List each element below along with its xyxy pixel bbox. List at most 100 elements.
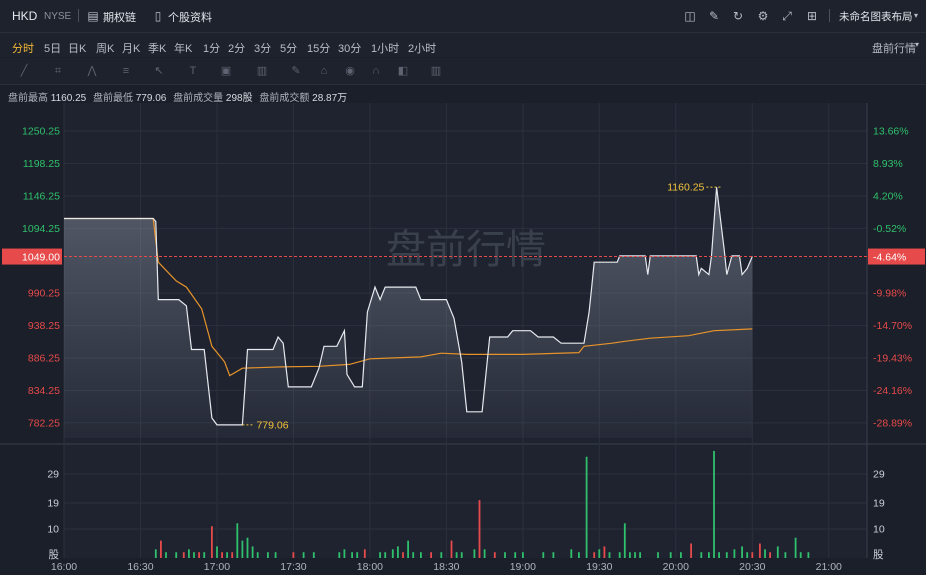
volume-bar [203, 552, 206, 558]
volume-bar [302, 552, 305, 558]
volume-bar [379, 552, 381, 558]
volume-bar [593, 552, 596, 558]
trend-line-icon[interactable]: ╱ [20, 65, 28, 77]
price-tick: 1198.25 [23, 158, 60, 170]
pattern-icon[interactable]: ⋀ [87, 65, 97, 77]
percent-tick: -19.43% [873, 353, 912, 365]
volume-bar [256, 552, 259, 558]
volume-bar [193, 552, 195, 558]
percent-tick: 4.20% [873, 190, 903, 202]
volume-bar [764, 549, 766, 558]
volume-bar [216, 546, 218, 558]
eye-icon[interactable]: ◉ [345, 65, 355, 77]
period-tab[interactable]: 30分 [338, 43, 362, 55]
edit-icon[interactable]: ✎ [708, 9, 720, 23]
volume-bar [680, 552, 682, 558]
volume-bar [751, 552, 754, 558]
volume-bar [776, 546, 779, 558]
period-tab[interactable]: 3分 [254, 43, 272, 55]
volume-bar [639, 552, 641, 558]
volume-bar [690, 543, 692, 558]
volume-bar [718, 552, 720, 558]
percent-tick: -14.70% [873, 320, 912, 332]
divider [829, 9, 830, 22]
period-tab[interactable]: 2小时 [408, 43, 437, 55]
cursor-icon[interactable]: ↖ [154, 65, 164, 77]
period-tab[interactable]: 周K [96, 43, 115, 55]
period-tab[interactable]: 年K [174, 43, 193, 55]
fib-icon[interactable]: ≡ [122, 65, 130, 77]
time-tick: 20:30 [739, 561, 765, 573]
fullscreen-icon[interactable]: ⤢ [782, 9, 792, 23]
volume-bar [608, 552, 611, 558]
trash-icon[interactable]: ▥ [430, 65, 442, 77]
current-pct-value: -4.64% [873, 252, 906, 264]
period-tab[interactable]: 1小时 [371, 43, 400, 55]
volume-bar [407, 540, 409, 558]
current-pct-tag [868, 248, 925, 265]
volume-bar [175, 552, 178, 558]
volume-bar [784, 552, 787, 558]
volume-bar [231, 552, 234, 558]
layers-icon[interactable]: ◧ [397, 65, 409, 77]
period-tab[interactable]: 季K [148, 43, 167, 55]
volume-bar [292, 552, 295, 558]
period-tab[interactable]: 2分 [228, 43, 246, 55]
volume-bar [483, 549, 486, 558]
volume-bar [356, 552, 359, 558]
price-chart[interactable]: 盘前行情 1160.25 779.06 1250.25 1198.25 1146.25… [0, 103, 926, 575]
refresh-icon[interactable]: ↻ [732, 9, 744, 23]
time-axis: 16:00 16:30 17:00 17:30 18:00 18:30 19:00 19:30… [51, 561, 842, 573]
crosshair-icon[interactable]: ⌗ [54, 65, 62, 77]
volume-bar [267, 552, 269, 558]
price-tick: 1250.25 [22, 126, 60, 138]
session-selector[interactable]: 盘前行情 [872, 43, 916, 55]
text-icon[interactable]: T [189, 65, 197, 77]
volume-bar [578, 552, 580, 558]
pencil-icon[interactable]: ✎ [291, 65, 301, 77]
grid-layout-icon[interactable]: ⊞ [806, 9, 818, 23]
layout-name-dropdown[interactable]: 未命名图表布局 [839, 11, 913, 23]
percent-tick: -9.98% [873, 288, 906, 300]
volume-bar [412, 552, 415, 558]
volume-bar [165, 552, 167, 558]
document-icon[interactable]: ▯ [154, 9, 162, 23]
period-tab[interactable]: 5日 [44, 43, 62, 55]
chart-settings-icon[interactable]: ◫ [684, 9, 696, 23]
volume-bar [450, 540, 453, 558]
symbol-code[interactable]: HKD [12, 9, 38, 23]
volume-bar [585, 456, 588, 558]
volume-bar [634, 552, 636, 558]
volume-bar [493, 552, 496, 558]
volume-bar [478, 500, 481, 558]
volume-bar [182, 552, 185, 558]
image-icon[interactable]: ▣ [220, 65, 232, 77]
period-tab[interactable]: 5分 [280, 43, 298, 55]
period-tab[interactable]: 15分 [307, 43, 331, 55]
volume-bar [629, 552, 631, 558]
stock-profile-link[interactable]: 个股资料 [168, 12, 212, 24]
percent-tick: -24.16% [873, 385, 912, 397]
period-tab[interactable]: 1分 [203, 43, 221, 55]
options-chain-link[interactable]: 期权链 [103, 12, 136, 24]
magnet-icon[interactable]: ∩ [372, 65, 380, 77]
price-line [64, 187, 753, 426]
chevron-down-icon[interactable]: ▾ [915, 40, 920, 49]
period-tab[interactable]: 分时 [12, 43, 34, 55]
session-stats: 盘前最高 1160.25 盘前最低 779.06 盘前成交量 298股 盘前成交… [8, 89, 351, 104]
volume-bar [598, 549, 601, 558]
period-tab[interactable]: 日K [68, 43, 87, 55]
price-tick: 886.25 [28, 353, 60, 365]
lock-icon[interactable]: ⌂ [320, 65, 328, 77]
annotations: 1160.25 779.06 [242, 182, 721, 431]
time-tick: 16:30 [127, 561, 153, 573]
options-chain-icon[interactable]: ▤ [87, 9, 99, 23]
volume-bars [154, 450, 810, 558]
current-price-marker: 1049.00 -4.64% [2, 248, 925, 265]
period-tab[interactable]: 月K [122, 43, 141, 55]
volume-bar [799, 552, 802, 558]
volume-bar [769, 552, 771, 558]
gear-icon[interactable]: ⚙ [757, 9, 769, 23]
chevron-down-icon[interactable]: ▾ [914, 11, 919, 20]
indicator-icon[interactable]: ▥ [256, 65, 268, 77]
